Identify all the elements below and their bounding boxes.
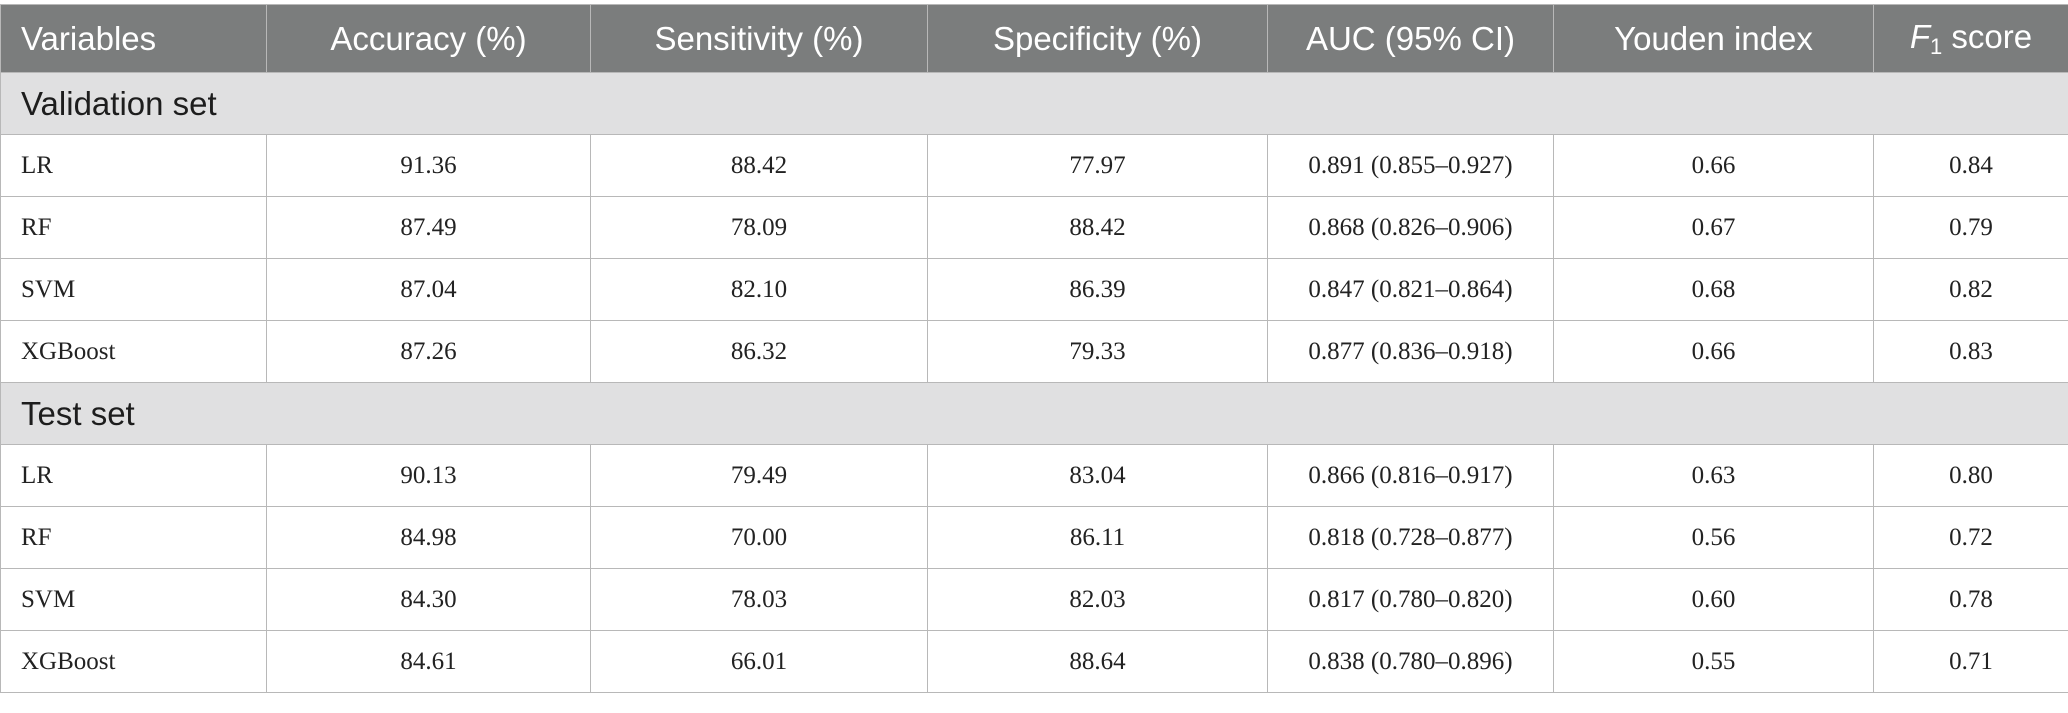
header-auc: AUC (95% CI) (1267, 4, 1554, 73)
specificity-cell: 86.39 (927, 258, 1268, 321)
table-row: LR 90.13 79.49 83.04 0.866 (0.816–0.917)… (0, 444, 2068, 507)
accuracy-cell: 87.49 (266, 196, 591, 259)
model-cell: LR (0, 134, 267, 197)
model-cell: SVM (0, 258, 267, 321)
accuracy-cell: 84.61 (266, 630, 591, 693)
accuracy-cell: 84.30 (266, 568, 591, 631)
auc-cell: 0.847 (0.821–0.864) (1267, 258, 1554, 321)
f1-label: score (1942, 17, 2033, 55)
table-row: RF 84.98 70.00 86.11 0.818 (0.728–0.877)… (0, 506, 2068, 569)
f1-cell: 0.79 (1873, 196, 2068, 259)
auc-cell: 0.891 (0.855–0.927) (1267, 134, 1554, 197)
specificity-cell: 88.64 (927, 630, 1268, 693)
model-cell: RF (0, 196, 267, 259)
section-title: Test set (0, 382, 2068, 445)
section-title: Validation set (0, 72, 2068, 135)
specificity-cell: 82.03 (927, 568, 1268, 631)
f1-cell: 0.82 (1873, 258, 2068, 321)
accuracy-cell: 84.98 (266, 506, 591, 569)
specificity-cell: 86.11 (927, 506, 1268, 569)
header-variables: Variables (0, 4, 267, 73)
auc-cell: 0.877 (0.836–0.918) (1267, 320, 1554, 383)
sensitivity-cell: 78.09 (590, 196, 928, 259)
auc-cell: 0.838 (0.780–0.896) (1267, 630, 1554, 693)
accuracy-cell: 87.04 (266, 258, 591, 321)
table-row: RF 87.49 78.09 88.42 0.868 (0.826–0.906)… (0, 196, 2068, 259)
model-cell: LR (0, 444, 267, 507)
f1-cell: 0.72 (1873, 506, 2068, 569)
f1-cell: 0.80 (1873, 444, 2068, 507)
f1-letter: F (1909, 17, 1931, 55)
auc-cell: 0.817 (0.780–0.820) (1267, 568, 1554, 631)
specificity-cell: 79.33 (927, 320, 1268, 383)
specificity-cell: 77.97 (927, 134, 1268, 197)
model-cell: XGBoost (0, 630, 267, 693)
youden-cell: 0.67 (1553, 196, 1874, 259)
f1-cell: 0.83 (1873, 320, 2068, 383)
results-table: Variables Accuracy (%) Sensitivity (%) S… (0, 4, 2068, 693)
model-cell: RF (0, 506, 267, 569)
header-f1-score: F1 score (1873, 4, 2068, 73)
auc-cell: 0.818 (0.728–0.877) (1267, 506, 1554, 569)
accuracy-cell: 91.36 (266, 134, 591, 197)
f1-subscript: 1 (1930, 33, 1943, 59)
youden-cell: 0.63 (1553, 444, 1874, 507)
sensitivity-cell: 66.01 (590, 630, 928, 693)
header-sensitivity: Sensitivity (%) (590, 4, 928, 73)
accuracy-cell: 87.26 (266, 320, 591, 383)
specificity-cell: 83.04 (927, 444, 1268, 507)
header-row: Variables Accuracy (%) Sensitivity (%) S… (0, 4, 2068, 73)
f1-cell: 0.78 (1873, 568, 2068, 631)
specificity-cell: 88.42 (927, 196, 1268, 259)
f1-cell: 0.71 (1873, 630, 2068, 693)
auc-cell: 0.868 (0.826–0.906) (1267, 196, 1554, 259)
table-row: XGBoost 87.26 86.32 79.33 0.877 (0.836–0… (0, 320, 2068, 383)
sensitivity-cell: 82.10 (590, 258, 928, 321)
model-cell: SVM (0, 568, 267, 631)
sensitivity-cell: 86.32 (590, 320, 928, 383)
sensitivity-cell: 70.00 (590, 506, 928, 569)
table-row: SVM 84.30 78.03 82.03 0.817 (0.780–0.820… (0, 568, 2068, 631)
section-row-test: Test set (0, 382, 2068, 445)
table-row: LR 91.36 88.42 77.97 0.891 (0.855–0.927)… (0, 134, 2068, 197)
accuracy-cell: 90.13 (266, 444, 591, 507)
header-youden: Youden index (1553, 4, 1874, 73)
sensitivity-cell: 88.42 (590, 134, 928, 197)
youden-cell: 0.55 (1553, 630, 1874, 693)
header-accuracy: Accuracy (%) (266, 4, 591, 73)
table-row: SVM 87.04 82.10 86.39 0.847 (0.821–0.864… (0, 258, 2068, 321)
youden-cell: 0.66 (1553, 134, 1874, 197)
youden-cell: 0.60 (1553, 568, 1874, 631)
auc-cell: 0.866 (0.816–0.917) (1267, 444, 1554, 507)
youden-cell: 0.68 (1553, 258, 1874, 321)
sensitivity-cell: 79.49 (590, 444, 928, 507)
section-row-validation: Validation set (0, 72, 2068, 135)
header-specificity: Specificity (%) (927, 4, 1268, 73)
table-row: XGBoost 84.61 66.01 88.64 0.838 (0.780–0… (0, 630, 2068, 693)
youden-cell: 0.56 (1553, 506, 1874, 569)
youden-cell: 0.66 (1553, 320, 1874, 383)
sensitivity-cell: 78.03 (590, 568, 928, 631)
model-cell: XGBoost (0, 320, 267, 383)
f1-cell: 0.84 (1873, 134, 2068, 197)
